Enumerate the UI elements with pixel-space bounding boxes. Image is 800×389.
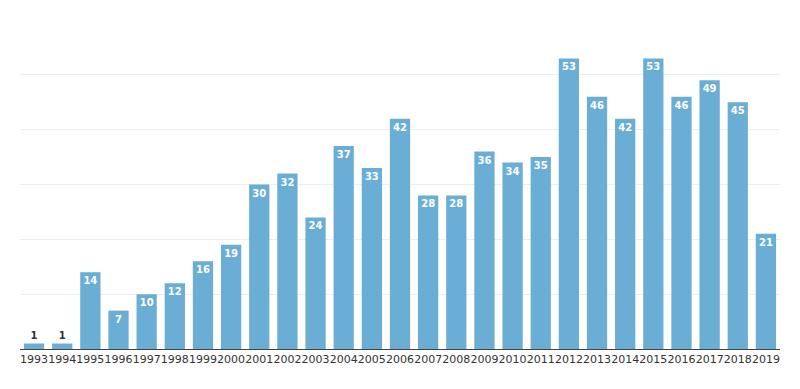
svg-text:28: 28 (421, 198, 435, 209)
svg-text:2019: 2019 (752, 353, 780, 366)
svg-text:2011: 2011 (527, 353, 555, 366)
svg-text:2015: 2015 (639, 353, 667, 366)
svg-text:33: 33 (365, 171, 379, 182)
svg-text:2006: 2006 (386, 353, 414, 366)
svg-text:46: 46 (590, 100, 604, 111)
svg-text:24: 24 (309, 220, 323, 231)
svg-text:30: 30 (252, 188, 266, 199)
svg-text:49: 49 (703, 83, 717, 94)
svg-text:2001: 2001 (245, 353, 273, 366)
svg-text:14: 14 (83, 275, 97, 286)
svg-text:34: 34 (506, 166, 520, 177)
svg-text:19: 19 (224, 248, 238, 259)
svg-text:1995: 1995 (76, 353, 104, 366)
svg-text:1993: 1993 (20, 353, 48, 366)
svg-text:1: 1 (31, 330, 38, 341)
svg-text:2008: 2008 (442, 353, 470, 366)
svg-text:37: 37 (337, 149, 351, 160)
svg-text:2003: 2003 (302, 353, 330, 366)
svg-text:2014: 2014 (611, 353, 639, 366)
svg-text:2012: 2012 (555, 353, 583, 366)
svg-text:53: 53 (562, 61, 576, 72)
svg-text:2007: 2007 (414, 353, 442, 366)
svg-text:2002: 2002 (273, 353, 301, 366)
svg-text:1994: 1994 (48, 353, 76, 366)
svg-text:2005: 2005 (358, 353, 386, 366)
svg-text:36: 36 (477, 155, 491, 166)
svg-text:2013: 2013 (583, 353, 611, 366)
svg-text:32: 32 (280, 177, 294, 188)
svg-text:1: 1 (59, 330, 66, 341)
svg-text:2018: 2018 (724, 353, 752, 366)
svg-text:28: 28 (449, 198, 463, 209)
svg-text:16: 16 (196, 264, 210, 275)
svg-text:1999: 1999 (189, 353, 217, 366)
svg-text:1996: 1996 (105, 353, 133, 366)
svg-text:35: 35 (534, 160, 548, 171)
svg-text:45: 45 (731, 105, 745, 116)
svg-text:42: 42 (618, 122, 632, 133)
svg-text:2016: 2016 (667, 353, 695, 366)
svg-text:2000: 2000 (217, 353, 245, 366)
svg-text:2017: 2017 (696, 353, 724, 366)
svg-text:46: 46 (675, 100, 689, 111)
svg-text:2009: 2009 (470, 353, 498, 366)
svg-text:12: 12 (168, 286, 182, 297)
svg-text:42: 42 (393, 122, 407, 133)
svg-text:1997: 1997 (133, 353, 161, 366)
svg-text:1998: 1998 (161, 353, 189, 366)
svg-text:10: 10 (140, 297, 154, 308)
svg-text:7: 7 (115, 314, 122, 325)
svg-text:2004: 2004 (330, 353, 358, 366)
svg-text:21: 21 (759, 237, 773, 248)
svg-text:2010: 2010 (499, 353, 527, 366)
svg-text:53: 53 (646, 61, 660, 72)
